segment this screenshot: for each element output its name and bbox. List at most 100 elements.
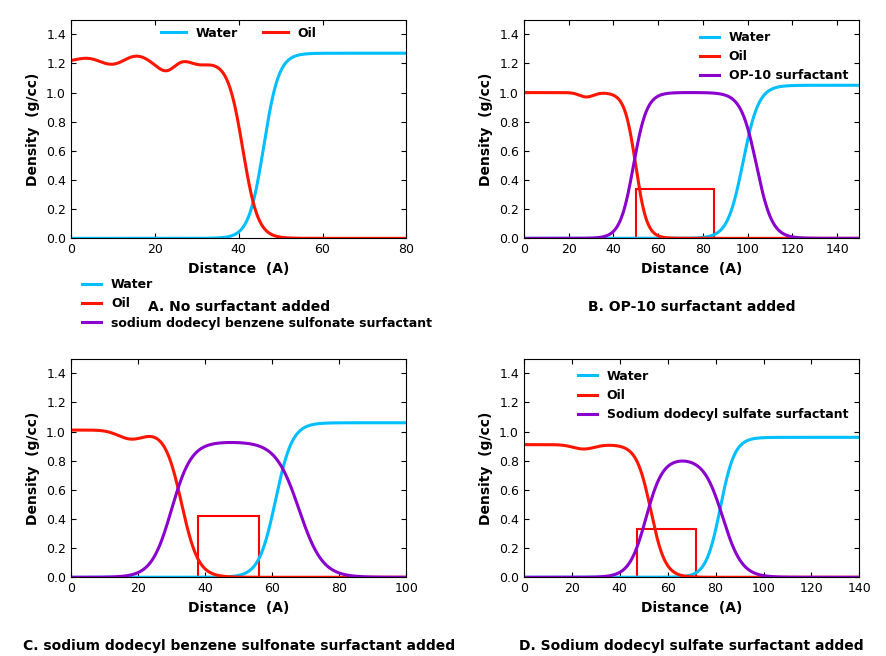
OP-10 surfactant [808,234,819,242]
Water [540,573,550,581]
Oil [854,573,865,581]
Oil [733,234,743,242]
X-axis label: Distance  (A): Distance (A) [641,601,742,615]
Sodium dodecyl sulfate surfactant [677,457,688,465]
Water [269,501,280,508]
Water [354,49,365,57]
Legend: Water, Oil: Water, Oil [156,22,322,45]
Oil [733,573,743,581]
sodium dodecyl benzene sulfonate surfactant [269,453,280,461]
Sodium dodecyl sulfate surfactant [733,553,743,561]
Oil [722,573,733,581]
sodium dodecyl benzene sulfonate surfactant [226,439,237,447]
Oil [540,89,550,96]
Sodium dodecyl sulfate surfactant [773,573,784,581]
Sodium dodecyl sulfate surfactant [518,573,529,581]
Water [540,234,550,242]
Oil [321,234,331,242]
Water [733,184,743,192]
Water [722,471,733,479]
Water [401,419,412,426]
Oil [713,234,724,242]
Sodium dodecyl sulfate surfactant [723,529,734,537]
Water [86,234,97,242]
Water [260,537,271,544]
Water [279,458,290,466]
Oil [86,55,97,63]
Oil [401,234,412,242]
OP-10 surfactant [714,90,725,98]
Oil [354,573,365,581]
Oil [260,573,271,581]
Line: Water: Water [71,422,407,577]
Oil [807,234,818,242]
Water [773,83,784,91]
Sodium dodecyl sulfate surfactant [540,573,550,581]
Oil [320,573,330,581]
Oil [355,234,366,242]
Water [66,573,76,581]
Bar [198,516,259,577]
Sodium dodecyl sulfate surfactant [714,502,725,510]
Oil [260,227,271,235]
Oil [807,573,818,581]
Oil [540,441,550,449]
Line: Oil: Oil [71,430,407,577]
Line: Sodium dodecyl sulfate surfactant: Sodium dodecyl sulfate surfactant [524,461,859,577]
Line: Water: Water [524,85,859,238]
sodium dodecyl benzene sulfonate surfactant [321,561,331,569]
Water [722,216,733,224]
OP-10 surfactant [518,234,529,242]
Water [733,445,743,453]
Water [86,573,97,581]
Water [260,130,271,138]
Oil [280,234,291,241]
Line: Oil: Oil [71,56,407,238]
Text: B. OP-10 surfactant added: B. OP-10 surfactant added [588,300,796,314]
Oil [66,56,76,64]
X-axis label: Distance  (A): Distance (A) [188,262,290,276]
Oil [854,234,865,242]
Line: Oil: Oil [524,92,859,238]
Oil [269,232,280,240]
Oil [279,573,290,581]
Water [320,419,330,427]
Legend: Water, Oil, sodium dodecyl benzene sulfonate surfactant: Water, Oil, sodium dodecyl benzene sulfo… [77,273,437,335]
sodium dodecyl benzene sulfonate surfactant [401,573,412,581]
Water [854,81,865,89]
Oil [836,234,847,242]
Oil [713,573,724,581]
Line: Water: Water [524,438,859,577]
Legend: Water, Oil, Sodium dodecyl sulfate surfactant: Water, Oil, Sodium dodecyl sulfate surfa… [573,365,853,426]
Water [713,228,724,236]
sodium dodecyl benzene sulfonate surfactant [66,573,76,581]
Water [401,49,412,57]
Water [773,434,784,441]
Y-axis label: Density  (g/cc): Density (g/cc) [479,72,494,186]
Oil [773,573,784,581]
Text: C. sodium dodecyl benzene sulfonate surfactant added: C. sodium dodecyl benzene sulfonate surf… [22,638,455,653]
Water [807,434,818,441]
OP-10 surfactant [773,226,784,234]
Water [807,81,818,89]
Sodium dodecyl sulfate surfactant [854,573,865,581]
Line: Oil: Oil [524,445,859,577]
Oil [86,426,97,434]
sodium dodecyl benzene sulfonate surfactant [355,573,366,581]
Oil [131,52,142,60]
Line: OP-10 surfactant: OP-10 surfactant [524,92,859,238]
Legend: Water, Oil, OP-10 surfactant: Water, Oil, OP-10 surfactant [695,26,853,87]
Bar [636,189,714,238]
Water [854,434,865,441]
OP-10 surfactant [854,234,865,242]
OP-10 surfactant [686,89,696,96]
Bar [636,529,696,577]
Water [279,60,290,68]
X-axis label: Distance  (A): Distance (A) [641,262,742,276]
Water [320,49,330,57]
Oil [722,234,733,242]
Water [713,512,724,520]
sodium dodecyl benzene sulfonate surfactant [260,445,271,453]
Water [66,234,76,242]
sodium dodecyl benzene sulfonate surfactant [280,469,291,477]
